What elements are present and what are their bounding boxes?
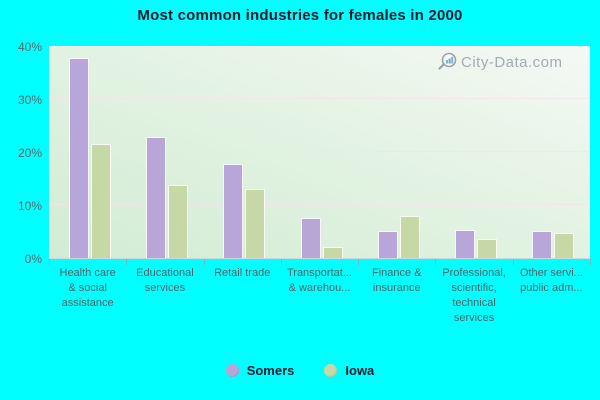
bar-iowa-3 bbox=[245, 188, 266, 258]
x-category-label: Educational services bbox=[136, 267, 194, 294]
x-category-label: Professional, scientific, technical serv… bbox=[442, 267, 506, 324]
legend: Somers Iowa bbox=[0, 363, 600, 378]
y-tick-label: 10% bbox=[17, 199, 42, 213]
legend-item-somers: Somers bbox=[225, 363, 295, 378]
x-category-label: Finance & insurance bbox=[372, 267, 422, 294]
y-tick-label: 0% bbox=[24, 252, 42, 266]
legend-item-iowa: Iowa bbox=[324, 363, 374, 378]
y-tick-label: 30% bbox=[17, 93, 42, 107]
x-tick bbox=[590, 259, 591, 265]
x-category-label: Health care & social assistance bbox=[59, 267, 116, 309]
legend-label: Somers bbox=[246, 363, 295, 378]
bar-iowa-1 bbox=[90, 143, 111, 258]
legend-label: Iowa bbox=[345, 363, 375, 378]
x-tick bbox=[203, 259, 205, 265]
x-category-label: Other servi... public adm... bbox=[519, 267, 583, 294]
bar-somers-7 bbox=[532, 230, 553, 258]
watermark-text: City-Data.com bbox=[461, 53, 563, 71]
x-tick bbox=[49, 259, 50, 265]
bar-iowa-4 bbox=[322, 246, 343, 258]
bar-somers-3 bbox=[223, 164, 244, 258]
bar-iowa-7 bbox=[554, 232, 575, 258]
x-category-label: Retail trade bbox=[214, 267, 271, 279]
plot-area: City-Data.com bbox=[49, 46, 590, 259]
gridline bbox=[50, 151, 589, 152]
x-tick bbox=[358, 259, 360, 265]
x-tick bbox=[280, 259, 282, 265]
y-tick-label: 40% bbox=[17, 40, 42, 54]
gridline bbox=[50, 98, 589, 99]
legend-dot-icon bbox=[225, 364, 239, 377]
bar-somers-6 bbox=[455, 229, 476, 258]
chart-title: Most common industries for females in 20… bbox=[137, 7, 463, 24]
bar-somers-2 bbox=[145, 137, 166, 258]
bar-somers-4 bbox=[300, 218, 321, 258]
watermark: City-Data.com bbox=[435, 51, 563, 73]
bar-somers-5 bbox=[377, 230, 398, 258]
x-tick bbox=[126, 259, 128, 265]
x-tick bbox=[512, 259, 514, 265]
bar-iowa-2 bbox=[167, 184, 188, 258]
x-category-label: Transportat... & warehou... bbox=[286, 267, 352, 294]
gridline bbox=[50, 204, 589, 205]
magnifier-icon bbox=[435, 51, 459, 73]
bar-somers-1 bbox=[68, 58, 89, 258]
y-tick-label: 20% bbox=[17, 146, 42, 160]
bar-iowa-5 bbox=[399, 215, 420, 258]
bar-iowa-6 bbox=[477, 238, 498, 258]
x-tick bbox=[435, 259, 437, 265]
legend-dot-icon bbox=[324, 364, 338, 377]
